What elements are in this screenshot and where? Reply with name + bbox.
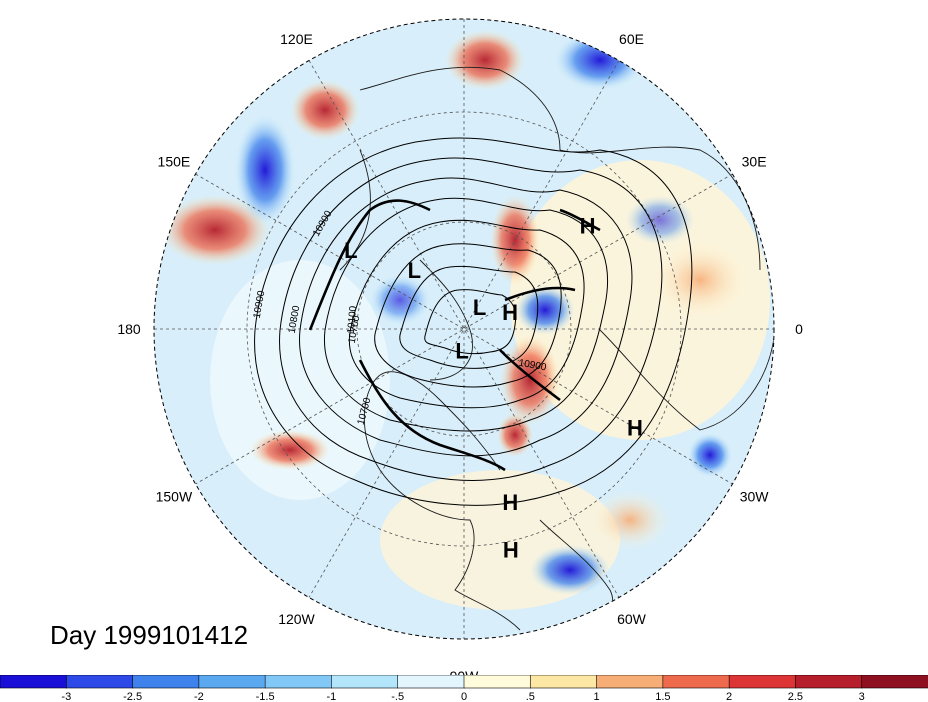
- colorbar-tick-label: 2.5: [788, 691, 803, 702]
- colorbar: -3 -2.5 -2 -1.5 -1 -.5 0 .5 1 1.5 2 2.5 3: [0, 675, 928, 702]
- map-boundary: [153, 18, 775, 640]
- longitude-label: 0: [795, 321, 803, 337]
- colorbar-tick-label: -1: [327, 691, 337, 702]
- coastlines: [339, 66, 774, 639]
- longitude-label: 150E: [158, 154, 191, 170]
- colorbar-tick-label: 1: [594, 691, 600, 702]
- high-pressure-label: H: [580, 213, 596, 238]
- colorbar-tick-label: -2.5: [123, 691, 142, 702]
- colorbar-tick-label: 2: [726, 691, 732, 702]
- colorbar-segment: [132, 675, 200, 689]
- high-pressure-label: H: [502, 300, 518, 325]
- longitude-label: 60W: [617, 611, 647, 627]
- high-pressure-label: H: [502, 490, 518, 515]
- colorbar-segment: [728, 675, 797, 689]
- colorbar-tick-label: -3: [61, 691, 71, 702]
- colorbar-segment: [65, 675, 134, 689]
- colorbar-tick-label: .5: [526, 691, 535, 702]
- colorbar-segment: [331, 675, 399, 689]
- longitude-label: 180: [117, 321, 141, 337]
- colorbar-tick-label: -1.5: [256, 691, 275, 702]
- contour-value-label: 10700: [347, 314, 363, 344]
- longitude-label: 60E: [619, 31, 644, 47]
- colorbar-segment: [264, 675, 333, 689]
- colorbar-segment: [795, 675, 863, 689]
- longitude-label: 120W: [278, 611, 315, 627]
- low-pressure-label: L: [455, 339, 468, 364]
- longitude-labels: 90E60E30E030W60W90W120W150W180150E120E: [117, 31, 803, 684]
- colorbar-tick-label: 1.5: [655, 691, 670, 702]
- colorbar-tick-label: -2: [194, 691, 204, 702]
- high-pressure-label: H: [627, 416, 643, 441]
- colorbar-segment: [662, 675, 730, 689]
- contour-value-label: 10900: [518, 358, 548, 374]
- low-pressure-label: L: [344, 238, 357, 263]
- colorbar-segment: [463, 675, 532, 689]
- colorbar-segment: [596, 675, 664, 689]
- low-pressure-label: L: [473, 295, 486, 320]
- contour-value-label: 10800: [287, 304, 303, 334]
- colorbar-segment: [397, 675, 465, 689]
- contour-value-label: 10900: [252, 289, 268, 319]
- colorbar-segment: [198, 675, 266, 689]
- height-contours: [254, 137, 693, 506]
- colorbar-segment: [0, 675, 68, 689]
- colorbar-tick-label: 0: [461, 691, 467, 702]
- longitude-label: 150W: [156, 489, 193, 505]
- contour-value-label: 10100: [346, 305, 359, 334]
- colorbar-segment: [861, 675, 928, 689]
- map-title: Day 1999101412: [50, 620, 249, 650]
- longitude-label: 30W: [740, 489, 770, 505]
- longitude-label: 120E: [280, 31, 313, 47]
- low-pressure-label: L: [408, 258, 421, 283]
- colorbar-segment: [529, 675, 598, 689]
- colorbar-tick-label: -.5: [391, 691, 404, 702]
- bold-jet-contours: [308, 199, 601, 472]
- colorbar-tick-label: 3: [859, 691, 865, 702]
- longitude-label: 30E: [742, 154, 767, 170]
- high-pressure-label: H: [503, 537, 519, 562]
